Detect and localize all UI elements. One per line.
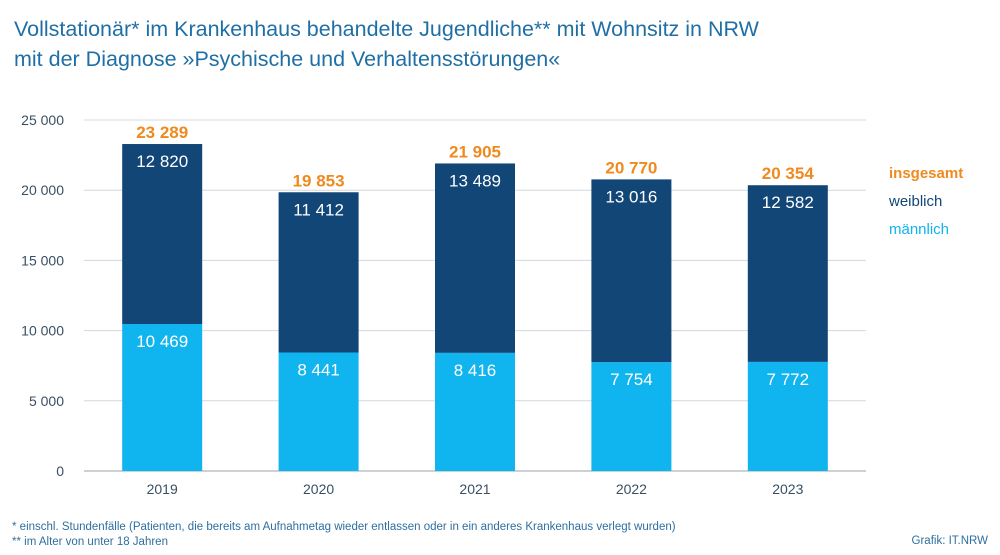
data-label-male: 8 441 [297,360,340,379]
bar-segment-male [591,362,672,471]
data-label-total: 20 354 [762,164,815,183]
y-tick-label: 5 000 [29,393,64,409]
bar-segment-female [435,163,515,353]
data-label-total: 23 289 [136,123,188,142]
x-tick-label: 2020 [303,481,334,497]
data-label-total: 20 770 [605,158,657,177]
footnote-2: ** im Alter von unter 18 Jahren [12,536,168,548]
footnotes: * einschl. Stundenfälle (Patienten, die … [12,520,676,550]
y-tick-label: 25 000 [21,112,64,128]
chart-title: Vollstationär* im Krankenhaus behandelte… [14,14,759,74]
data-label-male: 7 754 [610,370,653,389]
bar-segment-female [747,185,828,362]
y-tick-label: 10 000 [21,323,64,339]
chart-title-line-2: mit der Diagnose »Psychische und Verhalt… [14,47,561,71]
bar-segment-female [278,192,359,353]
data-label-total: 21 905 [449,142,501,161]
bar-segment-male [747,361,828,471]
data-label-male: 7 772 [767,370,810,389]
x-tick-label: 2023 [772,481,803,497]
y-tick-label: 0 [56,463,64,479]
data-label-female: 12 820 [136,152,188,171]
data-label-male: 10 469 [136,332,188,351]
x-tick-label: 2019 [147,481,178,497]
legend-item-male: männlich [889,221,950,238]
bar-segment-male [278,352,359,471]
y-tick-label: 20 000 [21,182,64,198]
data-label-female: 12 582 [762,193,814,212]
x-tick-label: 2022 [616,481,647,497]
x-tick-label: 2021 [459,481,490,497]
data-label-total: 19 853 [293,171,345,190]
data-label-female: 11 412 [293,200,344,219]
bar-segment-male [435,352,515,471]
bar-segment-female [122,144,203,325]
data-label-female: 13 489 [449,171,501,190]
bar-segment-female [591,179,672,363]
chart-title-line-1: Vollstationär* im Krankenhaus behandelte… [14,17,759,41]
footnote-1: * einschl. Stundenfälle (Patienten, die … [12,521,676,533]
source-credit: Grafik: IT.NRW [911,535,988,547]
legend-item-total: insgesamt [889,165,964,182]
legend-item-female: weiblich [889,193,943,210]
data-label-female: 13 016 [605,187,657,206]
bar-segment-male [122,324,203,471]
legend: insgesamt weiblich männlich [889,163,963,247]
data-label-male: 8 416 [454,361,497,380]
y-tick-label: 15 000 [21,252,64,268]
